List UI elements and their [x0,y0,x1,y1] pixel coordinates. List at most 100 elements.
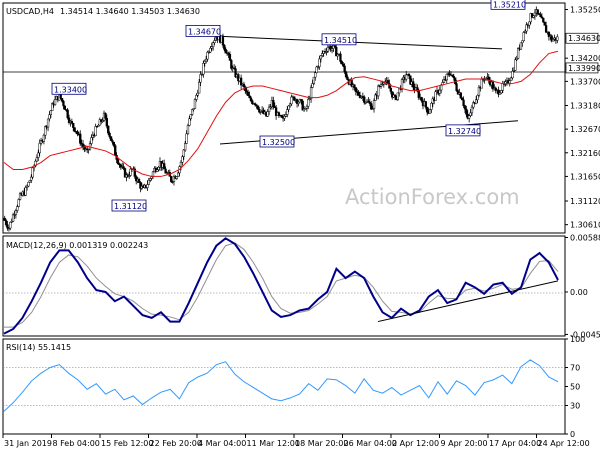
candle-body [192,108,195,110]
candle-body [205,58,208,62]
candle-body [346,76,349,80]
candle-body [344,71,348,78]
candle-body [470,106,474,114]
candle-body [379,83,383,87]
candle-body [530,13,534,18]
candle-body [326,47,330,52]
candle-body [209,47,212,53]
rsi-axis: 100 70 50 30 0 [565,335,585,439]
candle-body [304,108,307,110]
rsi-panel: RSI(14) 55.1415 100 70 50 30 0 [2,335,585,439]
candle-body [529,13,532,23]
macd-panel: MACD(12,26,9) 0.001319 0.002243 0.005889… [2,233,600,339]
candle-body [67,117,71,123]
candle-body [249,97,253,101]
candle-body [536,9,539,14]
annotation-box [490,0,526,10]
candle-body [227,52,230,55]
candle-body [428,109,432,114]
macd-main-line [3,237,559,335]
annotation-label: 1.31120 [114,202,147,211]
candle-body [290,96,293,105]
candle-body [6,224,9,229]
candle-body [336,54,339,57]
annotation-1.31120: 1.31120 [111,199,147,212]
candle-body [522,32,525,41]
candle-body [48,114,51,120]
candle-body [295,99,299,104]
candle-body [277,112,281,116]
candle-body [91,134,94,138]
candle-body [424,101,427,108]
candle-body [288,103,292,107]
candle-body [90,137,93,144]
candle-body [542,17,545,23]
candle-body [343,65,346,73]
rsi-line [3,359,559,412]
candle-body [53,99,57,106]
chart-ohlc: 1.34514 1.34640 1.34503 1.34630 [60,7,200,16]
candle-body [266,111,269,117]
candle-body [39,140,43,144]
rsi-tick-label: 100 [570,335,585,344]
price-tick-label: 1.33700 [570,77,600,86]
candle-body [528,21,531,26]
candle-body [207,51,211,54]
candle-body [400,79,404,90]
annotation-label: 1.34670 [188,27,221,36]
candle-body [442,79,446,83]
candle-body [543,21,546,26]
candle-body [199,74,202,83]
candle-body [462,99,465,106]
current-price-box [565,32,599,44]
candle-body [525,24,528,32]
candle-body [122,166,125,169]
annotation-box [259,135,295,148]
candle-body [116,159,120,164]
candle-body [128,175,131,177]
time-tick-label: 4 Mar 04:00 [198,439,246,448]
candle-body [497,89,500,95]
candle-body [374,94,377,101]
rsi-tick-label: 70 [570,364,580,373]
candle-body [461,97,464,101]
candle-body [42,134,46,142]
candle-body [533,12,537,17]
candle-body [28,180,32,183]
candle-body [237,74,240,82]
candle-body [512,70,516,72]
candle-body [73,127,76,132]
candle-body [230,60,233,69]
candle-body [105,118,108,127]
candle-body [364,102,367,104]
candle-body [163,163,166,170]
candle-body [129,168,132,176]
time-tick-label: 26 Mar 04:00 [344,439,397,448]
price-candles [3,6,559,232]
candle-body [25,185,29,188]
candle-body [94,126,97,136]
candle-body [81,143,85,147]
candle-body [301,100,304,111]
candle-body [311,83,314,88]
candle-body [523,30,527,33]
candle-body [119,164,122,168]
candle-body [44,126,47,136]
candle-body [509,77,513,82]
macd-panel-frame [2,235,566,337]
candle-body [76,131,79,135]
candle-body [372,100,376,109]
candle-body [95,126,99,128]
candle-body [255,104,258,106]
candle-body [267,106,271,112]
candle-body [318,58,321,67]
candle-body [211,42,215,47]
candle-body [149,178,152,181]
candle-body [297,101,300,104]
candle-body [477,86,481,96]
candle-body [111,140,114,143]
candle-body [70,121,74,124]
candle-body [382,82,385,85]
candle-body [13,214,16,216]
candle-body [191,109,194,115]
